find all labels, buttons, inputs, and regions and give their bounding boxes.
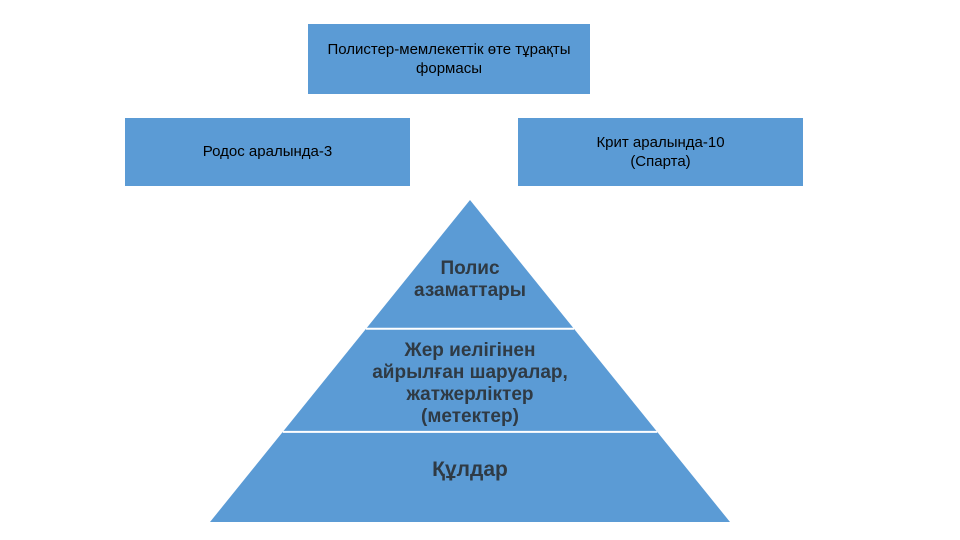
left-box: Родос аралында-3 <box>125 118 410 186</box>
left-box-text: Родос аралында-3 <box>203 142 332 162</box>
pyramid-label-top: Полис азаматтары <box>414 258 526 302</box>
title-box-text: Полистер-мемлекеттік өте тұрақты формасы <box>316 40 582 79</box>
title-box: Полистер-мемлекеттік өте тұрақты формасы <box>308 24 590 94</box>
right-box: Крит аралында-10 (Спарта) <box>518 118 803 186</box>
pyramid-label-middle: Жер иелігінен айрылған шаруалар, жатжерл… <box>372 340 568 427</box>
right-box-text: Крит аралында-10 (Спарта) <box>596 133 724 172</box>
pyramid-label-bottom: Құлдар <box>432 458 508 482</box>
slide-canvas: Полистер-мемлекеттік өте тұрақты формасы… <box>0 0 960 540</box>
pyramid-diagram: Полис азаматтары Жер иелігінен айрылған … <box>210 200 730 522</box>
